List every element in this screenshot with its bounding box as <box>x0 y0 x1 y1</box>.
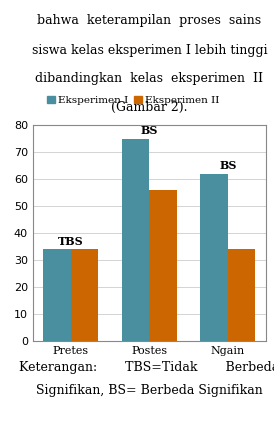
Bar <box>71 249 98 341</box>
Bar <box>122 139 149 341</box>
Bar <box>228 249 255 341</box>
Text: (Gambar 2).: (Gambar 2). <box>111 101 188 114</box>
Text: siswa kelas eksperimen I lebih tinggi: siswa kelas eksperimen I lebih tinggi <box>32 44 267 57</box>
Text: Signifikan, BS= Berbeda Signifikan: Signifikan, BS= Berbeda Signifikan <box>36 385 263 398</box>
Text: BS: BS <box>219 160 236 171</box>
Bar <box>200 174 228 341</box>
Text: BS: BS <box>141 125 158 136</box>
Bar <box>149 190 177 341</box>
Bar <box>44 249 71 341</box>
Text: Keterangan:       TBS=Tidak       Berbeda: Keterangan: TBS=Tidak Berbeda <box>19 361 274 374</box>
Text: bahwa  keterampilan  proses  sains: bahwa keterampilan proses sains <box>37 14 261 27</box>
Text: TBS: TBS <box>58 236 84 247</box>
Legend: Eksperimen I, Eksperimen II: Eksperimen I, Eksperimen II <box>43 91 224 109</box>
Text: dibandingkan  kelas  eksperimen  II: dibandingkan kelas eksperimen II <box>35 72 263 85</box>
